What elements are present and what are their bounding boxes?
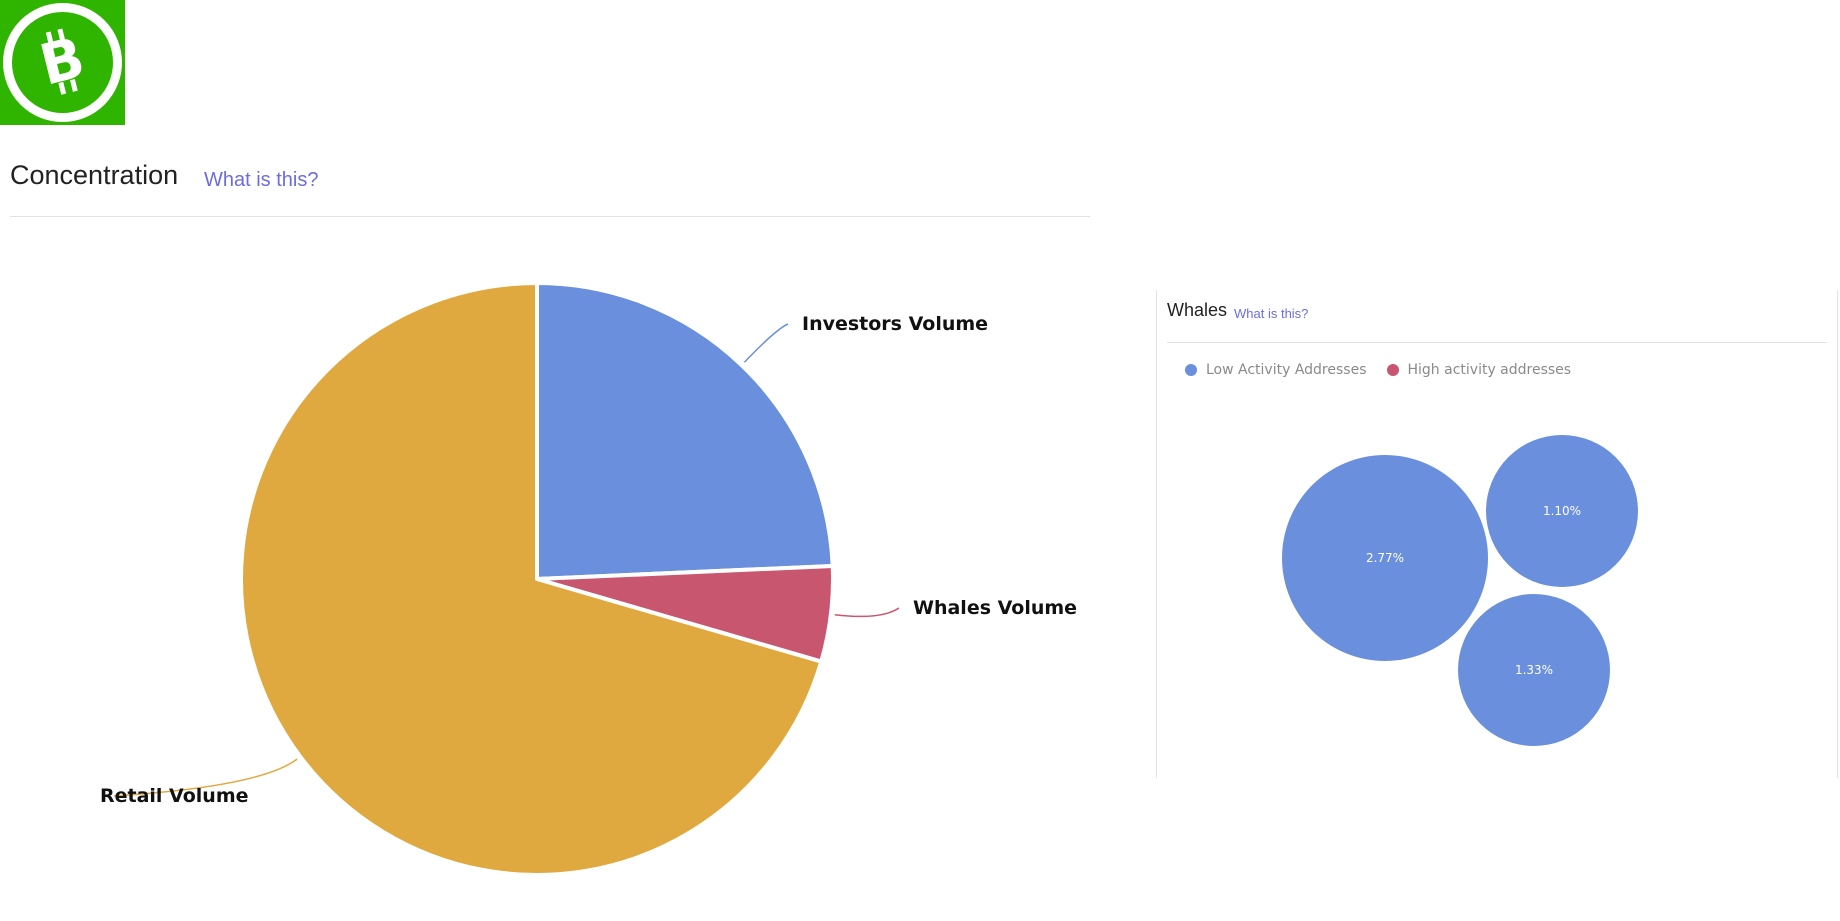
whales-title: Whales [1167,300,1228,320]
legend-item-low-activity[interactable]: Low Activity Addresses [1185,362,1367,378]
legend-label-low-activity: Low Activity Addresses [1206,362,1367,378]
bubble-label-3: 1.33% [1515,663,1553,677]
concentration-title: Concentration [10,160,179,190]
concentration-header: Concentration What is this? [10,160,1090,217]
pie-connector-whales-volume [834,607,900,618]
legend-item-high-activity[interactable]: High activity addresses [1386,362,1572,378]
pie-connector-investors-volume [743,323,789,363]
bitcoin-cash-logo: B [0,0,125,125]
whales-header: Whales What is this? [1167,300,1827,343]
bubble-3[interactable] [1458,594,1610,746]
pie-connector-retail-volume [113,758,298,797]
whales-bubble-chart-svg: 2.77% 1.10% 1.33% [1282,435,1638,746]
concentration-help-link[interactable]: What is this? [204,169,319,191]
whales-help-link[interactable]: What is this? [1234,306,1309,321]
whales-legend: Low Activity Addresses High activity add… [1185,362,1571,378]
bubble-label-1: 2.77% [1366,551,1404,565]
legend-label-high-activity: High activity addresses [1407,362,1572,378]
bubble-2[interactable] [1486,435,1638,587]
pie-slice-investors-volume[interactable] [535,281,835,581]
pie-label-retail-volume: Retail Volume [100,785,249,807]
pie-chart-svg: Investors Volume Whales Volume Retail Volu… [100,281,1077,877]
concentration-pie-chart: Investors Volume Whales Volume Retail Volu… [0,230,1100,890]
bitcoin-cash-logo-icon: B [0,0,125,125]
whales-panel: Whales What is this? Low Activity Addres… [1156,290,1838,778]
pie-slice-retail-volume[interactable] [239,281,824,877]
legend-dot-low-activity [1185,364,1197,376]
legend-dot-high-activity [1386,364,1399,376]
pie-label-investors-volume: Investors Volume [802,313,988,335]
pie-label-whales-volume: Whales Volume [913,597,1077,619]
bubble-1[interactable] [1282,455,1488,661]
bubble-label-2: 1.10% [1543,504,1581,518]
